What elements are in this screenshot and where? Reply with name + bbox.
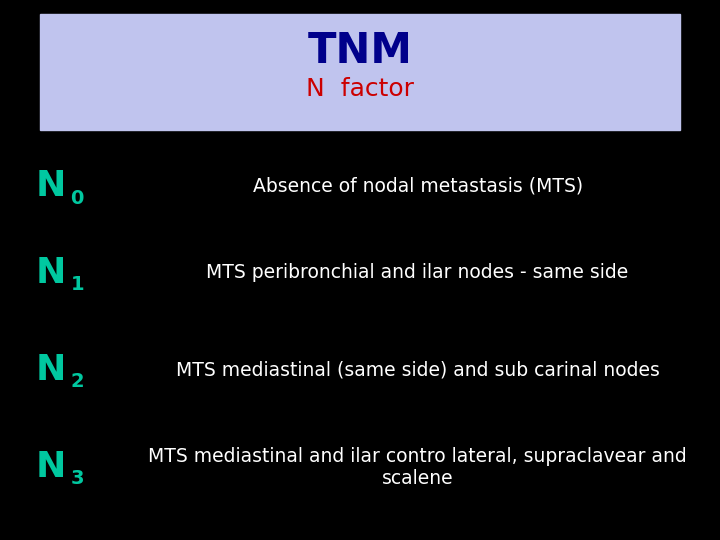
Text: N: N (36, 256, 66, 289)
Text: N: N (36, 450, 66, 484)
Text: 2: 2 (71, 372, 84, 391)
FancyBboxPatch shape (40, 14, 680, 130)
Text: MTS mediastinal and ilar contro lateral, supraclavear and
scalene: MTS mediastinal and ilar contro lateral,… (148, 447, 687, 488)
Text: 3: 3 (71, 469, 84, 489)
Text: TNM: TNM (307, 30, 413, 72)
Text: 0: 0 (71, 188, 84, 208)
Text: N: N (36, 353, 66, 387)
Text: 1: 1 (71, 275, 84, 294)
Text: N: N (36, 170, 66, 203)
Text: MTS peribronchial and ilar nodes - same side: MTS peribronchial and ilar nodes - same … (207, 263, 629, 282)
Text: MTS mediastinal (same side) and sub carinal nodes: MTS mediastinal (same side) and sub cari… (176, 360, 660, 380)
Text: Absence of nodal metastasis (MTS): Absence of nodal metastasis (MTS) (253, 177, 582, 196)
Text: N  factor: N factor (306, 77, 414, 101)
